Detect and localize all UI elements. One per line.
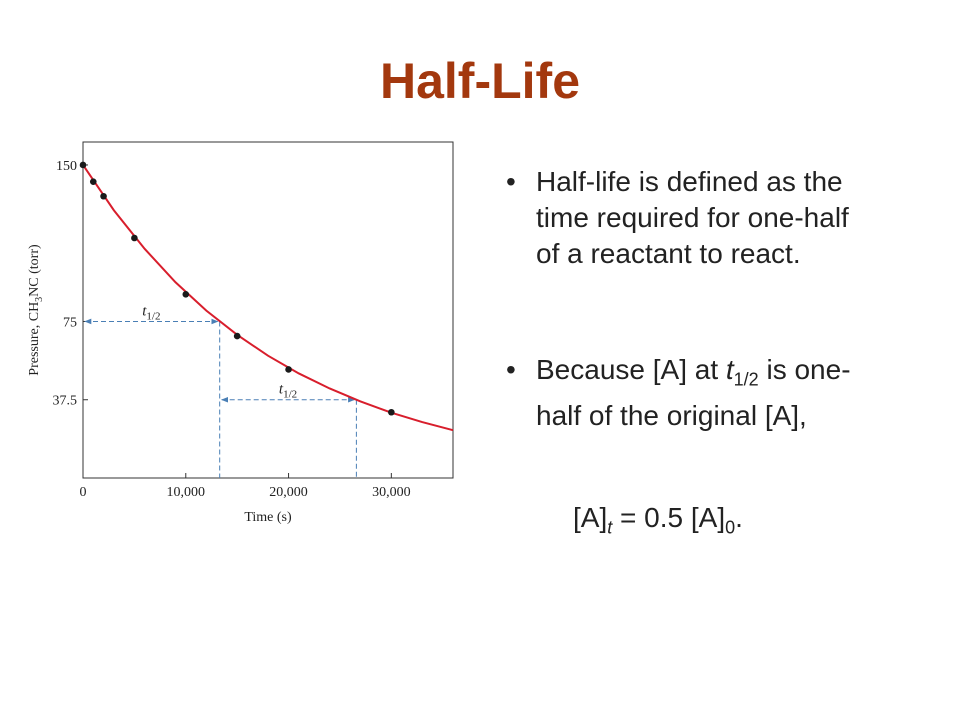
half-life-sub: 1/2 (146, 310, 160, 322)
x-tick-label: 10,000 (167, 485, 206, 500)
bullet-text: Because [A] at (536, 354, 726, 385)
x-axis-label: Time (s) (244, 510, 292, 525)
x-tick-label: 20,000 (269, 485, 308, 500)
bullet-text: t (725, 354, 734, 385)
half-life-label: t1/2 (142, 303, 160, 322)
x-tick-label: 30,000 (372, 485, 411, 500)
half-life-sub: 1/2 (283, 389, 297, 401)
y-axis-label-part: 3 (34, 297, 45, 302)
equation: [A]t = 0.5 [A]0. (573, 502, 743, 539)
fit-curve (82, 164, 454, 432)
eq-text: 0 (725, 517, 736, 538)
eq-text: . (735, 502, 743, 533)
data-point (233, 332, 241, 340)
eq-text: = 0.5 [A] (612, 502, 726, 533)
y-tick-label: 150 (56, 159, 77, 174)
plot-frame (82, 141, 454, 479)
bullet-text: Half-life is defined as the time require… (536, 166, 849, 269)
chart: 0 10,000 20,000 30,000 37.5 75 150 Time (s) Pres… (27, 141, 454, 525)
data-point (388, 408, 395, 416)
bullet-text: is one-half of the original [A], (536, 354, 851, 431)
slide-title: Half-Life (380, 53, 580, 109)
bullet: • Half-life is defined as the time requir… (506, 164, 866, 272)
y-tick-label: 37.5 (53, 394, 78, 409)
half-life-label: t1/2 (279, 382, 297, 401)
y-axis-label: Pressure, CH3NC (torr) (27, 244, 45, 376)
eq-text: [A] (573, 502, 608, 533)
half-life-t: t (279, 382, 284, 398)
data-point (79, 161, 87, 169)
y-tick-label: 75 (63, 315, 77, 330)
data-point (100, 192, 107, 200)
data-point (182, 291, 190, 298)
half-life-t: t (142, 303, 147, 319)
y-axis-label-part: NC (torr) (27, 244, 42, 297)
bullet: • Because [A] at t1/2 is one-half of the … (506, 354, 851, 431)
eq-text: t (607, 517, 613, 538)
data-point (89, 178, 97, 185)
x-tick-label: 0 (80, 485, 87, 500)
bullet-text: 1/2 (733, 369, 759, 390)
y-axis-label-part: Pressure, CH (27, 302, 42, 376)
data-point (131, 234, 138, 242)
data-point (285, 366, 292, 373)
